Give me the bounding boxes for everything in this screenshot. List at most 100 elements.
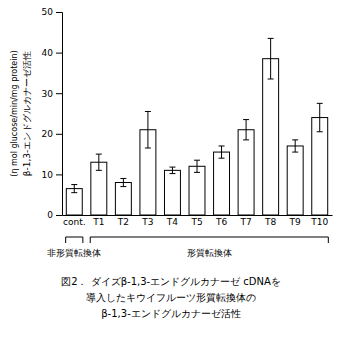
x-tick-label: T9	[289, 217, 301, 227]
plot-area	[66, 38, 327, 215]
y-tick-mark	[56, 53, 62, 54]
error-bar	[317, 103, 323, 131]
y-tick-mark	[56, 134, 62, 135]
error-bar	[71, 185, 77, 193]
error-bar-cap	[243, 139, 249, 140]
error-bar	[96, 154, 102, 170]
x-tick-label: T1	[92, 217, 104, 227]
x-tick: T3	[141, 215, 153, 227]
error-bar-stem	[172, 167, 173, 173]
x-tick-label: T3	[141, 217, 153, 227]
bar	[66, 189, 82, 215]
error-bar-cap	[317, 131, 323, 132]
bar	[189, 166, 205, 215]
error-bar	[292, 140, 298, 152]
y-tick-mark	[56, 215, 62, 216]
chart: 0 10 20 30 40 50 cont. T1 T2 T3 T4 T5 T6 T7 T8 T9 T10 非形質…	[0, 0, 342, 345]
y-tick-label: 50	[42, 7, 54, 17]
y-tick: 10	[42, 170, 62, 180]
y-tick-label: 0	[47, 210, 53, 220]
x-axis: cont. T1 T2 T3 T4 T5 T6 T7 T8 T9 T10	[63, 215, 333, 227]
y-tick-label: 30	[42, 89, 54, 99]
y-tick-mark	[56, 93, 62, 94]
x-tick: T2	[117, 215, 129, 227]
error-bar	[169, 167, 175, 173]
error-bar-cap	[219, 158, 225, 159]
y-tick: 20	[42, 129, 62, 139]
y-tick-label: 10	[42, 170, 54, 180]
error-bar-cap	[120, 178, 126, 179]
bar	[312, 118, 328, 215]
error-bar-cap	[317, 103, 323, 104]
x-tick-label: T4	[166, 217, 178, 227]
x-tick: T4	[166, 215, 178, 227]
x-tick-label: T8	[264, 217, 276, 227]
error-bar-cap	[96, 170, 102, 171]
error-bar-cap	[292, 139, 298, 140]
bracket	[90, 237, 328, 243]
bar	[238, 130, 254, 215]
y-tick-mark	[56, 174, 62, 175]
bar	[164, 170, 180, 215]
y-tick-label: 40	[42, 48, 54, 58]
x-tick-label: T2	[117, 217, 129, 227]
title: 導入したキウイフルーツ形質転換体の	[86, 292, 256, 303]
bar	[115, 183, 131, 215]
y-tick: 30	[42, 89, 62, 99]
x-tick-label: T10	[310, 217, 328, 227]
error-bar-cap	[71, 184, 77, 185]
bar	[287, 146, 303, 215]
error-bar-cap	[96, 154, 102, 155]
brackets: 非形質転換体形質転換体	[47, 237, 328, 258]
error-bar-cap	[219, 145, 225, 146]
error-bar	[145, 111, 151, 148]
error-bar-cap	[194, 172, 200, 173]
y-axis-title: (η mol glucose/min/mg protein)	[10, 50, 19, 176]
error-bar-cap	[194, 160, 200, 161]
title: β-1,3-エンドグルカナーゼ活性	[101, 308, 241, 319]
y-tick: 40	[42, 48, 62, 58]
error-bar-stem	[147, 111, 148, 148]
error-bar-stem	[197, 160, 198, 172]
error-bar-cap	[169, 167, 175, 168]
x-tick: T5	[190, 215, 202, 227]
error-bar	[219, 146, 225, 158]
y-tick: 50	[42, 7, 62, 17]
x-tick-label: T6	[215, 217, 227, 227]
error-bar-cap	[145, 111, 151, 112]
x-tick: T8	[264, 215, 276, 227]
y-axis-line	[56, 13, 63, 216]
x-tick: T1	[92, 215, 104, 227]
y-tick-mark	[56, 12, 62, 13]
bracket-label: 非形質転換体	[47, 248, 101, 258]
error-bar	[268, 38, 274, 79]
x-tick: T6	[215, 215, 227, 227]
y-tick: 0	[47, 210, 62, 220]
error-bar-cap	[120, 186, 126, 187]
error-bar-stem	[246, 120, 247, 140]
error-bar-cap	[268, 78, 274, 79]
y-axis: 0 10 20 30 40 50	[42, 7, 63, 220]
error-bar-stem	[295, 140, 296, 152]
x-tick: T7	[239, 215, 251, 227]
error-bar-cap	[169, 173, 175, 174]
error-bar-stem	[123, 178, 124, 186]
error-bar-cap	[268, 38, 274, 39]
y-axis-title: β-1,3-エンドグルカナーゼ活性	[22, 51, 32, 177]
error-bar-cap	[71, 192, 77, 193]
x-tick-label: T7	[239, 217, 251, 227]
error-bar	[243, 120, 249, 140]
x-tick-label: T5	[190, 217, 202, 227]
title: 図2． ダイズβ-1,3-エンドグルカナーゼ cDNAを	[61, 276, 281, 287]
error-bar-stem	[270, 38, 271, 79]
error-bar-cap	[145, 148, 151, 149]
error-bar-stem	[74, 185, 75, 193]
error-bar	[194, 160, 200, 172]
x-tick-label: cont.	[63, 217, 86, 227]
bracket	[66, 237, 83, 243]
error-bar-stem	[98, 154, 99, 170]
bar	[91, 162, 107, 215]
x-axis-line	[63, 215, 333, 216]
y-tick-label: 20	[42, 129, 54, 139]
x-tick: cont.	[63, 215, 86, 227]
